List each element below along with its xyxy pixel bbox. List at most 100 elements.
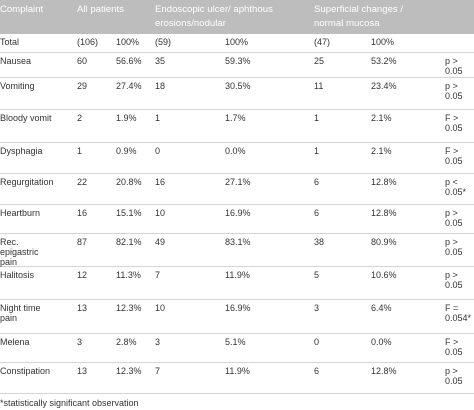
cell-s-n: 6 [314, 208, 320, 218]
complaint-line: Total [0, 37, 20, 47]
cell-complaint: Total [0, 37, 19, 47]
p-value-line: 0.05 [445, 123, 463, 133]
table-row: Heartburn 16 15.1% 10 16.9% 6 12.8% p >0.05 [0, 205, 474, 234]
p-value-line: p > [445, 366, 458, 376]
table-row: Total (106) 100% (59) 100% (47) 100% [0, 34, 474, 53]
cell-s-p: 6.4% [371, 303, 392, 313]
cell-complaint: Constipation [0, 366, 50, 376]
cell-a-n: 1 [77, 146, 83, 156]
cell-s-p: 53.2% [371, 56, 397, 66]
cell-e-n: 3 [155, 337, 161, 347]
table-row: Melena 3 2.8% 3 5.1% 0 0.0% F >0.05 [0, 334, 474, 363]
p-value-line: p > [445, 270, 458, 280]
cell-a-p: 15.1% [116, 208, 142, 218]
p-value-line: p < [445, 177, 458, 187]
cell-a-p: 0.9% [116, 146, 137, 156]
table-row: Dysphagia 1 0.9% 0 0.0% 1 2.1% F >0.05 [0, 143, 474, 174]
complaint-line: Vomiting [0, 81, 35, 91]
cell-e-n: 10 [155, 208, 166, 218]
cell-e-n: 16 [155, 177, 166, 187]
cell-a-n: 87 [77, 237, 88, 247]
cell-p-value: p >0.05 [445, 208, 463, 228]
footnote: *statistically significant observation [0, 398, 139, 408]
cell-complaint: Night time pain [0, 303, 41, 323]
cell-e-p: 11.9% [225, 270, 250, 280]
cell-a-p: 1.9% [116, 113, 137, 123]
complaint-line: Dysphagia [0, 146, 43, 156]
table-row: Night time pain 13 12.3% 10 16.9% 3 6.4% F = 0.05… [0, 300, 474, 334]
cell-e-n: 18 [155, 81, 166, 91]
cell-s-n: 1 [314, 113, 320, 123]
cell-a-p: 82.1% [116, 237, 142, 247]
cell-e-p: 59.3% [225, 56, 251, 66]
cell-complaint: Dysphagia [0, 146, 43, 156]
cell-e-p: 16.9% [225, 303, 251, 313]
complaint-line: pain [0, 313, 18, 323]
cell-a-n: 2 [77, 113, 83, 123]
complaint-line: epigastric [0, 247, 39, 257]
cell-s-n: (47) [314, 37, 331, 47]
p-value-line: 0.05 [445, 376, 463, 386]
cell-a-p: 2.8% [116, 337, 137, 347]
complaint-line: Rec. [0, 237, 19, 247]
cell-complaint: Melena [0, 337, 30, 347]
cell-e-n: 49 [155, 237, 166, 247]
cell-e-n: 10 [155, 303, 166, 313]
cell-s-n: 0 [314, 337, 320, 347]
cell-a-n: 13 [77, 366, 88, 376]
table-row: Constipation 13 12.3% 7 11.9% 6 12.8% p >0.05 [0, 363, 474, 394]
cell-s-p: 10.6% [371, 270, 397, 280]
complaint-line: Bloody vomit [0, 113, 52, 123]
header-complaint: Complaint [0, 4, 44, 15]
cell-e-n: 0 [155, 146, 161, 156]
cell-a-n: 13 [77, 303, 88, 313]
cell-a-p: 12.3% [116, 303, 142, 313]
p-value-line: 0.054* [445, 313, 472, 323]
cell-s-n: 6 [314, 177, 320, 187]
header-superficial-line1: Superficial changes / [314, 4, 404, 15]
cell-a-n: 22 [77, 177, 88, 187]
cell-e-p: 0.0% [225, 146, 246, 156]
p-value-line: p > [445, 208, 458, 218]
p-value-line: 0.05 [445, 218, 463, 228]
table-row: Bloody vomit 2 1.9% 1 1.7% 1 2.1% F >0.05 [0, 110, 474, 143]
p-value-line: 0.05* [445, 187, 467, 197]
cell-s-p: 12.8% [371, 208, 397, 218]
p-value-line: 0.05 [445, 347, 463, 357]
cell-s-n: 5 [314, 270, 320, 280]
cell-p-value: p >0.05 [445, 366, 463, 386]
table-row: Halitosis 12 11.3% 7 11.9% 5 10.6% p >0.05 [0, 267, 474, 300]
cell-a-p: 11.3% [116, 270, 141, 280]
p-value-line: 0.05 [445, 156, 463, 166]
cell-e-p: 5.1% [225, 337, 246, 347]
cell-a-p: 100% [116, 37, 140, 47]
header-superficial-line2: normal mucosa [314, 18, 380, 29]
cell-p-value: F >0.05 [445, 146, 463, 166]
cell-complaint: Bloody vomit [0, 113, 52, 123]
cell-e-p: 16.9% [225, 208, 251, 218]
p-value-line: F > [445, 146, 459, 156]
cell-p-value: p >0.05 [445, 81, 463, 101]
p-value-line: p > [445, 237, 458, 247]
p-value-line: F > [445, 337, 459, 347]
cell-complaint: Nausea [0, 56, 31, 66]
cell-s-n: 6 [314, 366, 320, 376]
complaint-line: Nausea [0, 56, 32, 66]
p-value-line: F > [445, 113, 459, 123]
cell-complaint: Rec. epigastric pain [0, 237, 39, 267]
cell-p-value: p >0.05 [445, 237, 463, 257]
cell-e-p: 100% [225, 37, 249, 47]
cell-e-p: 27.1% [225, 177, 251, 187]
cell-complaint: Vomiting [0, 81, 35, 91]
table-row: Nausea 60 56.6% 35 59.3% 25 53.2% p >0.05 [0, 53, 474, 78]
cell-e-n: (59) [155, 37, 172, 47]
header-endoscopic-line2: erosions/nodular [155, 18, 226, 29]
complaint-line: Regurgitation [0, 177, 54, 187]
cell-a-n: (106) [77, 37, 99, 47]
cell-complaint: Regurgitation [0, 177, 54, 187]
cell-s-n: 1 [314, 146, 320, 156]
cell-p-value: p >0.05 [445, 270, 463, 290]
cell-a-n: 12 [77, 270, 88, 280]
cell-a-n: 29 [77, 81, 88, 91]
table-row: Rec. epigastric pain 87 82.1% 49 83.1% 38 80.9% p… [0, 234, 474, 267]
